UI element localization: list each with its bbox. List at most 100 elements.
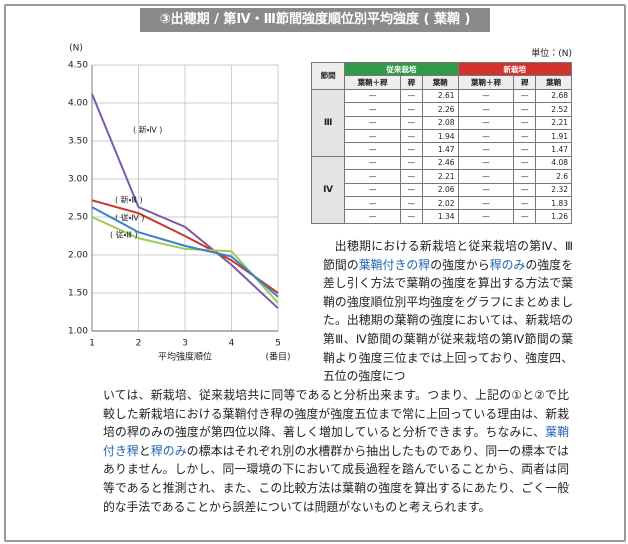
table-cell: 2.32 [535,182,572,197]
x-tick-label: 5 [275,339,281,349]
table-cell: 2.68 [535,88,572,104]
y-tick-label: 4.00 [68,99,88,109]
table-cell: — [457,88,515,104]
column-header: 葉鞘＋稈 [457,75,515,90]
table-row: Ⅲ — —2.61— —2.68 [310,88,572,157]
table-cell: — [344,155,401,171]
x-tick-label: 2 [136,339,142,349]
table-cell: — [399,155,423,171]
x-tick-label: 3 [182,339,188,349]
series-label: ( 新・Ⅲ ) [115,196,143,205]
x-label: 平均強度順位 [158,351,212,363]
table-cell: — [344,169,401,184]
highlight-text: 稈のみ [150,443,187,458]
series-label: ( 新・Ⅳ ) [133,126,162,135]
table-row: — —2.08— —2.21 [312,115,572,130]
table-cell: — [457,169,515,184]
text-run: の強度を差し引く方法で葉鞘の強度を算出する方法で葉鞘の強度順位別平均強度をグラフ… [323,257,573,384]
column-header: 葉鞘 [535,75,572,90]
section-label: Ⅲ [310,88,346,157]
table: 節間 従来栽培 新栽培 葉鞘＋稈稈葉鞘 葉鞘＋稈稈葉鞘 Ⅲ — —2.61— —2.68— —2.… [310,61,573,224]
x-tick-label: 1 [89,339,95,349]
series-line [91,206,279,298]
table-cell: 1.94 [421,128,459,144]
series-line [91,216,279,304]
table-row: — —2.02— —1.83 [312,195,572,211]
column-header: 葉鞘＋稈 [344,75,401,90]
table-row: — —1.47— —1.47 [312,142,572,157]
table-cell: — [344,128,401,144]
table-cell: — [513,128,537,144]
table-cell: — [513,115,537,130]
y-tick-label: 3.50 [68,137,88,147]
table-cell: 2.21 [421,169,459,184]
table-row: Ⅳ — —2.46— —4.08 [310,155,572,224]
table-cell: — [399,115,423,130]
column-header: 葉鞘 [421,75,459,90]
table-cell: — [399,182,423,197]
table-unit: 単位：(N) [531,49,572,59]
y-tick-label: 4.50 [68,61,88,71]
frame [4,4,626,542]
table-cell: — [457,128,515,144]
table-cell: 2.26 [421,102,459,117]
table-cell: — [344,102,401,117]
series-line [91,93,279,309]
table-cell: — [399,169,423,184]
table-cell: — [457,209,515,224]
table-cell: — [457,142,515,157]
group-header: 従来栽培 [344,61,459,77]
text-run: と [138,443,151,458]
y-unit: (N) [69,44,83,54]
table-cell: 1.26 [535,209,572,224]
table-body: 節間 従来栽培 新栽培 葉鞘＋稈稈葉鞘 葉鞘＋稈稈葉鞘 Ⅲ — —2.61— —2.68— —2.… [310,61,573,224]
table-cell: — [457,195,515,211]
table-cell: 1.34 [421,209,459,224]
table-cell: — [344,115,401,130]
table-cell: — [457,115,515,130]
table-cell: — [513,88,537,104]
table-cell: — [513,195,537,211]
table-cell: — [457,102,515,117]
table-cell: 2.02 [421,195,459,211]
table-cell: — [344,142,401,157]
table-cell: 1.91 [535,128,572,144]
table-cell: — [513,155,537,171]
table-cell: — [513,182,537,197]
table-cell: — [344,195,401,211]
table-cell: — [344,182,401,197]
table-cell: — [399,128,423,144]
table-cell: — [513,209,537,224]
highlight-text: 葉鞘付き稈 [103,425,569,458]
table-cell: — [513,142,537,157]
x-unit: (番目) [265,351,290,363]
table-cell: 2.08 [421,115,459,130]
table-cell: 2.6 [535,169,572,184]
corner-cell: 節間 [310,62,346,90]
y-tick-label: 2.00 [68,251,88,261]
text-run: 出穂期における新栽培と従来栽培の第Ⅳ、Ⅲ節間の [323,239,573,272]
body-text-full: いては、新栽培、従来栽培共に同等であると分析出来ます。つまり、上記の①と②で比較… [103,386,569,516]
table-cell: — [399,195,423,211]
header-row: 節間 従来栽培 新栽培 [310,61,573,90]
y-tick-label: 1.00 [68,327,88,337]
table-cell: — [399,88,423,104]
x-tick-label: 4 [229,339,235,349]
table-cell: 1.47 [421,142,459,157]
y-tick-label: 3.00 [68,175,88,185]
table-cell: — [513,102,537,117]
table-cell: 1.83 [535,195,572,211]
table-cell: 2.21 [535,115,572,130]
text-run: の強度から [430,257,490,272]
table-cell: — [399,142,423,157]
series-label: ( 従・Ⅲ ) [110,230,138,240]
highlight-text: 葉鞘付きの稈 [358,257,431,272]
table-cell: 4.08 [535,155,572,171]
column-header: 稈 [513,75,537,90]
column-header: 稈 [399,75,423,90]
title: ③出穂期 / 第Ⅳ・Ⅲ節間強度順位別平均強度 ( 葉鞘 ) [140,8,490,32]
table-row: — —2.26— —2.52 [312,102,572,117]
section-label: Ⅳ [310,155,346,224]
